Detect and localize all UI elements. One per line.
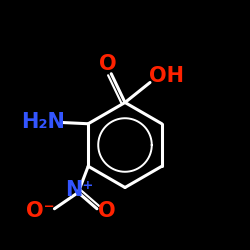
Text: O⁻: O⁻ <box>26 201 55 221</box>
Text: O: O <box>98 201 116 221</box>
Text: OH: OH <box>149 66 184 86</box>
Text: N⁺: N⁺ <box>65 180 94 200</box>
Text: H₂N: H₂N <box>21 112 65 132</box>
Text: O: O <box>99 54 116 74</box>
